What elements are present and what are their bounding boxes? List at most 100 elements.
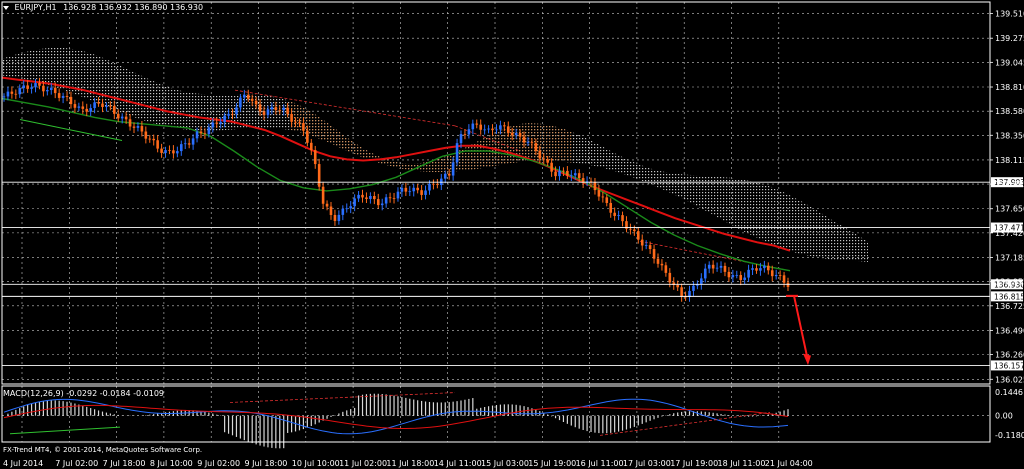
candle-body-144 <box>570 175 573 177</box>
candle-body-74 <box>294 121 297 123</box>
candle-body-142 <box>562 170 565 172</box>
candle-body-113 <box>447 173 451 176</box>
time-label-7: 11 Jul 02:00 <box>339 459 387 468</box>
candle-body-109 <box>432 183 435 185</box>
candle-body-169 <box>668 272 672 283</box>
grid <box>2 2 990 442</box>
time-label-9: 14 Jul 11:00 <box>434 459 482 468</box>
candle-body-87 <box>345 208 349 210</box>
candle-body-105 <box>416 187 419 191</box>
candle-body-134 <box>530 142 534 144</box>
candle-body-161 <box>636 231 640 240</box>
candle-body-49 <box>195 131 199 139</box>
candle-body-191 <box>755 268 758 271</box>
candle-body-85 <box>337 214 341 221</box>
price-label-14: 136.260 <box>995 351 1024 360</box>
time-label-2: 7 Jul 18:00 <box>103 459 146 468</box>
candle-body-177 <box>700 278 703 285</box>
level-137471-tag <box>991 222 1023 233</box>
trend-line-upper <box>234 89 456 127</box>
candle-body-158 <box>625 221 628 229</box>
price-label-5: 138.350 <box>995 131 1024 140</box>
candle-body-95 <box>376 199 380 206</box>
candle-body-77 <box>306 130 309 143</box>
candle-body-14 <box>57 93 61 98</box>
candle-body-16 <box>65 95 69 97</box>
candle-body-189 <box>747 269 750 278</box>
candle-body-20 <box>81 106 85 109</box>
candle-body-119 <box>471 123 475 130</box>
candle-body-34 <box>136 126 140 128</box>
candle-body-17 <box>69 96 73 105</box>
candle-body-19 <box>77 106 81 108</box>
dropdown-icon[interactable] <box>3 5 9 10</box>
candle-body-136 <box>538 151 542 159</box>
time-label-12: 16 Jul 11:00 <box>576 459 624 468</box>
arrow-shaft <box>793 295 809 362</box>
candle-body-186 <box>735 275 739 276</box>
candle-body-38 <box>152 138 156 141</box>
ichimoku-cloud <box>2 47 868 263</box>
candle-body-106 <box>420 190 423 195</box>
candle-body-59 <box>235 107 238 115</box>
candle-body-196 <box>774 274 778 277</box>
candle-body-2 <box>10 91 14 94</box>
candle-body-84 <box>333 214 337 221</box>
candle-body-163 <box>644 245 648 246</box>
price-label-0: 139.510 <box>995 10 1024 19</box>
price-label-13: 136.490 <box>995 326 1024 335</box>
candle-body-157 <box>621 215 624 222</box>
candle-body-28 <box>113 106 116 114</box>
candle-body-35 <box>140 126 144 132</box>
candle-body-7 <box>30 87 33 89</box>
candle-body-130 <box>514 133 518 136</box>
time-label-16: 21 Jul 04:00 <box>765 459 813 468</box>
macd-header: MACD(12,26,9) -0.0292 -0.0184 -0.0109 <box>3 389 165 398</box>
candle-body-198 <box>782 275 786 283</box>
candle-body-81 <box>321 186 325 204</box>
candle-body-57 <box>227 113 230 116</box>
candle-body-70 <box>278 110 282 111</box>
candle-body-123 <box>487 128 490 130</box>
candle-body-52 <box>207 127 211 135</box>
ohlc-label: 136.928 136.932 136.890 136.930 <box>63 3 204 12</box>
candle-body-137 <box>542 158 546 160</box>
candle-body-176 <box>696 284 699 286</box>
candle-body-178 <box>703 268 707 279</box>
level-136157-tag <box>991 360 1023 371</box>
candle-body-120 <box>475 123 479 125</box>
macd-trend-green <box>9 426 121 435</box>
macd-line <box>3 398 789 435</box>
candle-body-143 <box>566 170 569 176</box>
candle-body-3 <box>14 93 18 95</box>
candle-body-54 <box>215 122 219 124</box>
candle-body-8 <box>34 83 37 88</box>
candle-body-103 <box>408 191 412 193</box>
candle-body-40 <box>160 148 163 153</box>
candle-body-73 <box>290 113 293 122</box>
chart-header: EURJPY,H1 136.928 136.932 136.890 136.93… <box>3 3 203 12</box>
candle-body-159 <box>629 228 632 230</box>
horizontal-levels <box>2 181 990 366</box>
candle-body-56 <box>223 115 226 123</box>
candle-body-167 <box>660 263 664 266</box>
candle-body-29 <box>116 113 120 119</box>
macd-label-2: -0.1180 <box>995 431 1024 440</box>
moving-averages <box>1 76 791 272</box>
candle-body-124 <box>491 128 494 131</box>
candle-body-37 <box>148 138 152 140</box>
time-label-1: 7 Jul 02:00 <box>55 459 98 468</box>
candle-body-179 <box>707 264 711 269</box>
candle-body-108 <box>428 183 431 191</box>
candle-body-80 <box>317 164 321 187</box>
candle-body-32 <box>128 119 132 127</box>
level-136930-tag <box>991 279 1023 290</box>
time-label-11: 15 Jul 19:00 <box>528 459 576 468</box>
candle-body-30 <box>120 116 124 119</box>
candle-body-162 <box>640 239 644 246</box>
candle-body-114 <box>451 162 455 176</box>
candle-body-110 <box>436 184 439 186</box>
candle-body-31 <box>124 116 128 120</box>
price-label-4: 138.580 <box>995 107 1024 116</box>
candle-body-126 <box>499 125 502 130</box>
